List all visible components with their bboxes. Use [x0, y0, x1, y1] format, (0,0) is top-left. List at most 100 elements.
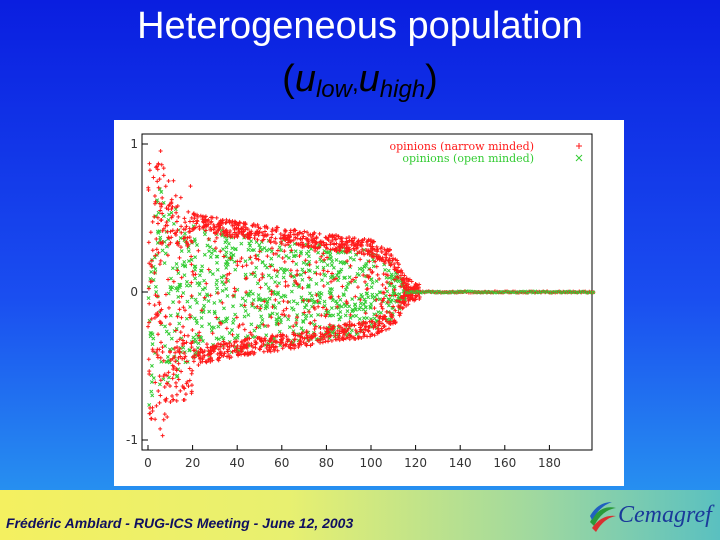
point-narrow	[283, 238, 288, 243]
point-open	[304, 302, 309, 307]
point-narrow	[367, 259, 372, 264]
point-narrow	[329, 279, 334, 284]
point-narrow	[309, 334, 314, 339]
point-narrow	[325, 269, 330, 274]
point-open	[266, 273, 271, 278]
point-narrow	[401, 294, 406, 299]
point-narrow	[189, 345, 194, 350]
point-narrow	[397, 313, 402, 318]
point-open	[186, 249, 191, 254]
point-narrow	[409, 279, 414, 284]
point-narrow	[155, 347, 160, 352]
point-narrow	[281, 299, 286, 304]
point-narrow	[171, 397, 176, 402]
point-narrow	[279, 241, 284, 246]
point-open	[215, 278, 219, 283]
point-open	[200, 264, 205, 269]
point-open	[282, 268, 287, 273]
point-open	[390, 274, 394, 279]
point-open	[339, 267, 344, 272]
point-narrow	[260, 275, 265, 280]
point-narrow	[327, 233, 332, 238]
point-narrow	[160, 433, 165, 438]
point-narrow	[369, 270, 374, 275]
point-narrow	[234, 348, 239, 353]
point-narrow	[314, 235, 319, 240]
point-open	[153, 267, 158, 272]
point-open	[316, 250, 321, 255]
point-narrow	[189, 391, 194, 396]
point-narrow	[229, 343, 234, 348]
point-open	[231, 320, 236, 325]
point-narrow	[387, 256, 392, 261]
point-narrow	[270, 342, 275, 347]
point-narrow	[270, 232, 275, 237]
point-narrow	[261, 237, 266, 242]
point-narrow	[211, 227, 216, 232]
point-narrow	[358, 329, 363, 334]
point-narrow	[166, 370, 171, 375]
point-open	[341, 261, 346, 266]
point-narrow	[383, 286, 388, 291]
point-narrow	[356, 321, 361, 326]
point-narrow	[168, 229, 173, 234]
point-narrow	[176, 361, 181, 366]
point-narrow	[160, 211, 165, 216]
point-narrow	[191, 212, 196, 217]
point-narrow	[235, 343, 240, 348]
point-narrow	[283, 343, 288, 348]
point-narrow	[305, 335, 310, 340]
point-open	[202, 303, 207, 308]
point-narrow	[172, 354, 177, 359]
point-open	[207, 249, 211, 254]
point-narrow	[192, 216, 197, 221]
point-narrow	[242, 338, 247, 343]
point-narrow	[213, 246, 218, 251]
point-narrow	[398, 273, 403, 278]
point-narrow	[289, 248, 294, 253]
point-narrow	[236, 232, 241, 237]
point-open	[350, 297, 355, 302]
point-open	[146, 296, 151, 301]
paren-close: )	[425, 58, 438, 100]
point-narrow	[250, 349, 255, 354]
point-open	[267, 296, 272, 301]
point-narrow	[280, 312, 285, 317]
point-open	[390, 298, 394, 302]
point-narrow	[356, 334, 361, 339]
point-narrow	[168, 383, 173, 388]
point-narrow	[159, 204, 164, 209]
point-open	[374, 279, 379, 284]
point-narrow	[148, 416, 153, 421]
point-narrow	[175, 339, 180, 344]
point-narrow	[214, 215, 219, 220]
point-narrow	[176, 214, 181, 219]
point-narrow	[212, 239, 217, 244]
point-narrow	[171, 364, 176, 369]
point-narrow	[261, 322, 266, 327]
point-open	[174, 374, 179, 379]
point-narrow	[361, 319, 366, 324]
point-narrow	[198, 360, 203, 365]
point-narrow	[360, 238, 365, 243]
point-narrow	[200, 355, 205, 360]
chart-axes: 0 20 40 60 80 100 120 140 160 180 1 0 -1	[126, 133, 593, 470]
point-narrow	[352, 243, 357, 248]
point-narrow	[338, 243, 343, 248]
point-narrow	[308, 321, 313, 326]
point-open	[149, 380, 154, 385]
slide-title: Heterogeneous population	[137, 5, 583, 47]
point-narrow	[253, 253, 258, 258]
point-narrow	[267, 344, 272, 349]
point-narrow	[173, 193, 178, 198]
point-narrow	[352, 323, 357, 328]
point-narrow	[166, 277, 171, 282]
point-narrow	[147, 320, 152, 325]
point-narrow	[166, 178, 171, 183]
point-narrow	[158, 355, 163, 360]
point-narrow	[400, 306, 405, 311]
point-narrow	[233, 289, 238, 294]
point-open	[223, 262, 228, 267]
point-open	[164, 329, 169, 334]
point-narrow	[318, 326, 323, 331]
